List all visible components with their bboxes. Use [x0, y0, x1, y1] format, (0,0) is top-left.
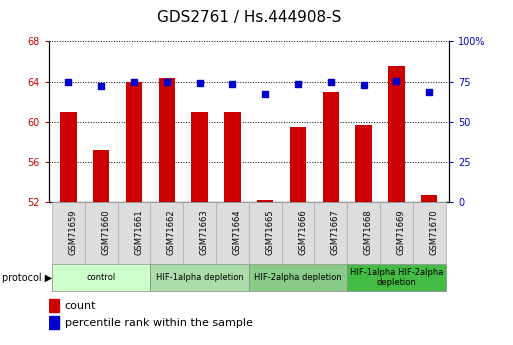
Bar [257, 200, 273, 202]
FancyBboxPatch shape [314, 202, 347, 264]
Point [261, 91, 269, 96]
Text: count: count [65, 301, 96, 310]
Text: GSM71663: GSM71663 [200, 209, 209, 255]
FancyBboxPatch shape [117, 202, 150, 264]
FancyBboxPatch shape [52, 265, 150, 291]
Text: GDS2761 / Hs.444908-S: GDS2761 / Hs.444908-S [156, 10, 341, 25]
Text: protocol ▶: protocol ▶ [2, 273, 52, 283]
Bar [126, 81, 142, 202]
Point [228, 81, 236, 87]
FancyBboxPatch shape [183, 202, 216, 264]
Bar [159, 79, 175, 202]
Bar [49, 316, 58, 329]
Text: HIF-1alpha HIF-2alpha
depletion: HIF-1alpha HIF-2alpha depletion [350, 268, 443, 287]
Text: GSM71660: GSM71660 [101, 209, 110, 255]
Bar [191, 111, 208, 202]
Text: HIF-2alpha depletion: HIF-2alpha depletion [254, 273, 342, 282]
Text: GSM71667: GSM71667 [331, 209, 340, 255]
FancyBboxPatch shape [150, 265, 249, 291]
Bar [421, 195, 438, 202]
Text: GSM71669: GSM71669 [397, 209, 405, 255]
FancyBboxPatch shape [52, 202, 85, 264]
FancyBboxPatch shape [216, 202, 249, 264]
FancyBboxPatch shape [413, 202, 446, 264]
FancyBboxPatch shape [347, 265, 446, 291]
Bar [323, 91, 339, 202]
FancyBboxPatch shape [85, 202, 117, 264]
Bar [290, 127, 306, 202]
Point [97, 83, 105, 88]
FancyBboxPatch shape [380, 202, 413, 264]
Text: GSM71659: GSM71659 [68, 209, 77, 255]
Bar [49, 299, 58, 312]
FancyBboxPatch shape [150, 202, 183, 264]
Bar [60, 111, 76, 202]
Text: GSM71670: GSM71670 [429, 209, 438, 255]
Point [64, 80, 72, 85]
Bar [224, 111, 241, 202]
Point [425, 89, 433, 95]
Point [360, 82, 368, 88]
FancyBboxPatch shape [249, 202, 282, 264]
Point [327, 79, 335, 84]
FancyBboxPatch shape [282, 202, 314, 264]
Text: HIF-1alpha depletion: HIF-1alpha depletion [156, 273, 244, 282]
Text: GSM71662: GSM71662 [167, 209, 176, 255]
Text: percentile rank within the sample: percentile rank within the sample [65, 318, 252, 328]
Point [130, 79, 138, 84]
Text: GSM71661: GSM71661 [134, 209, 143, 255]
Point [195, 80, 204, 86]
Text: GSM71668: GSM71668 [364, 209, 372, 255]
FancyBboxPatch shape [249, 265, 347, 291]
Point [163, 79, 171, 84]
Text: control: control [87, 273, 116, 282]
Point [294, 81, 302, 87]
Bar [388, 67, 405, 202]
Bar [356, 125, 372, 202]
Bar [93, 150, 109, 202]
Point [392, 78, 401, 83]
Text: GSM71664: GSM71664 [232, 209, 242, 255]
Text: GSM71666: GSM71666 [298, 209, 307, 255]
FancyBboxPatch shape [347, 202, 380, 264]
Text: GSM71665: GSM71665 [265, 209, 274, 255]
